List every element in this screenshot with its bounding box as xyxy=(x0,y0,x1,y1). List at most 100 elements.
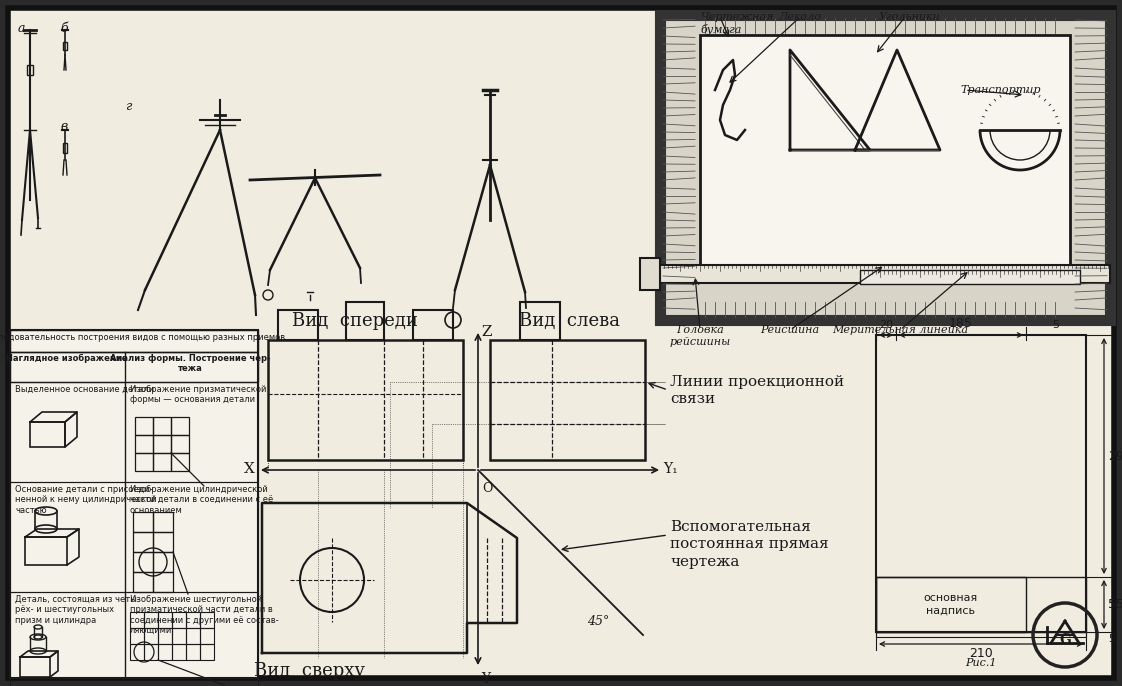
Text: G: G xyxy=(1059,633,1070,647)
Bar xyxy=(134,572,153,592)
Text: 210: 210 xyxy=(969,647,993,660)
Text: 5: 5 xyxy=(1052,320,1059,330)
Text: Мерительная линейка: Мерительная линейка xyxy=(833,325,968,335)
Bar xyxy=(171,417,188,435)
Text: X: X xyxy=(245,462,255,476)
Text: Выделенное основание детали: Выделенное основание детали xyxy=(15,385,154,394)
Bar xyxy=(153,532,173,552)
Text: Головка
рейсшины: Головка рейсшины xyxy=(670,325,730,346)
Text: г: г xyxy=(125,100,131,113)
Text: Y: Y xyxy=(481,672,490,686)
Text: Чертежная
бумага: Чертежная бумага xyxy=(700,12,773,35)
Text: Последовательность построения видов с помощью разных приемов: Последовательность построения видов с по… xyxy=(0,333,286,342)
Bar xyxy=(134,512,153,532)
Text: Наглядное изображение: Наглядное изображение xyxy=(7,354,128,363)
Bar xyxy=(153,572,173,592)
Text: основная
надпись: основная надпись xyxy=(923,593,978,615)
Bar xyxy=(172,628,186,644)
Bar xyxy=(413,310,453,340)
Text: Линии проекционной
связи: Линии проекционной связи xyxy=(670,375,844,406)
Bar xyxy=(200,644,214,660)
Bar xyxy=(268,340,463,460)
Bar xyxy=(171,453,188,471)
Bar xyxy=(876,632,1086,637)
Bar xyxy=(859,270,1080,284)
Bar xyxy=(186,612,200,628)
Bar xyxy=(158,644,172,660)
Bar xyxy=(20,657,50,677)
Text: 45°: 45° xyxy=(587,615,609,628)
Bar xyxy=(172,644,186,660)
Bar xyxy=(135,453,153,471)
Bar xyxy=(171,435,188,453)
Bar xyxy=(134,532,153,552)
Text: 55: 55 xyxy=(1109,598,1122,611)
Bar xyxy=(660,265,1110,283)
Bar xyxy=(490,340,645,460)
Text: Вспомогательная
постоянная прямая
чертежа: Вспомогательная постоянная прямая чертеж… xyxy=(670,520,829,569)
Text: Деталь, состоящая из четы-
рёх- и шестиугольных
призм и цилиндра: Деталь, состоящая из четы- рёх- и шестиу… xyxy=(15,595,140,625)
Bar xyxy=(640,258,660,290)
Bar xyxy=(200,628,214,644)
Bar xyxy=(30,422,65,447)
Text: а: а xyxy=(18,22,26,35)
Text: Основание детали с присоеди-
ненной к нему цилиндрической
частью: Основание детали с присоеди- ненной к не… xyxy=(15,485,157,514)
Text: б: б xyxy=(59,22,67,35)
Bar xyxy=(876,577,1026,632)
Bar xyxy=(200,612,214,628)
Text: Изображение шестиугольной
призматической части детали в
соединении с другими её : Изображение шестиугольной призматической… xyxy=(130,595,278,635)
Bar xyxy=(660,15,1110,320)
Text: Рис.1: Рис.1 xyxy=(965,658,996,668)
Text: 20: 20 xyxy=(879,320,893,330)
Text: Изображение призматической
формы — основания детали: Изображение призматической формы — основ… xyxy=(130,385,266,405)
Text: Угольники: Угольники xyxy=(880,12,941,22)
Text: Транспортир: Транспортир xyxy=(960,85,1040,95)
Bar xyxy=(144,612,158,628)
Bar xyxy=(153,453,171,471)
Bar xyxy=(172,612,186,628)
Bar xyxy=(135,435,153,453)
Bar xyxy=(10,330,258,678)
Text: Вид  слева: Вид слева xyxy=(519,312,620,330)
Text: Изображение цилиндрической
части детали в соединении с её
основанием: Изображение цилиндрической части детали … xyxy=(130,485,274,514)
Bar xyxy=(153,512,173,532)
Bar xyxy=(10,330,258,352)
Bar xyxy=(158,628,172,644)
Bar xyxy=(10,352,258,382)
Bar xyxy=(134,552,153,572)
Bar xyxy=(158,612,172,628)
Bar xyxy=(876,335,1086,632)
Text: Лекало: Лекало xyxy=(779,12,821,22)
Bar xyxy=(63,42,67,50)
Bar xyxy=(10,592,258,686)
Bar xyxy=(130,628,144,644)
Bar xyxy=(346,302,384,340)
Text: Вид  сверху: Вид сверху xyxy=(255,662,366,680)
Bar xyxy=(278,310,318,340)
Text: 297: 297 xyxy=(1109,449,1122,462)
Bar xyxy=(153,435,171,453)
Bar xyxy=(700,35,1070,270)
Text: 185: 185 xyxy=(949,317,973,330)
Text: Y₁: Y₁ xyxy=(663,462,678,476)
Bar xyxy=(27,65,33,75)
Bar xyxy=(144,628,158,644)
Text: Вид  спереди: Вид спереди xyxy=(292,312,417,330)
Bar xyxy=(25,537,67,565)
Bar xyxy=(130,644,144,660)
Bar xyxy=(10,482,258,592)
Bar xyxy=(153,417,171,435)
Text: Рейсшина: Рейсшина xyxy=(761,325,819,335)
Bar xyxy=(876,577,1086,632)
Bar xyxy=(144,644,158,660)
Bar xyxy=(186,644,200,660)
Text: O: O xyxy=(482,482,493,495)
Bar xyxy=(519,302,560,340)
Bar xyxy=(186,628,200,644)
Bar xyxy=(130,612,144,628)
Bar xyxy=(63,143,67,153)
Text: Анализ формы. Построение чер-
тежа: Анализ формы. Построение чер- тежа xyxy=(110,354,270,373)
Bar xyxy=(135,417,153,435)
Text: в: в xyxy=(59,120,67,133)
Text: 5: 5 xyxy=(1109,634,1115,644)
